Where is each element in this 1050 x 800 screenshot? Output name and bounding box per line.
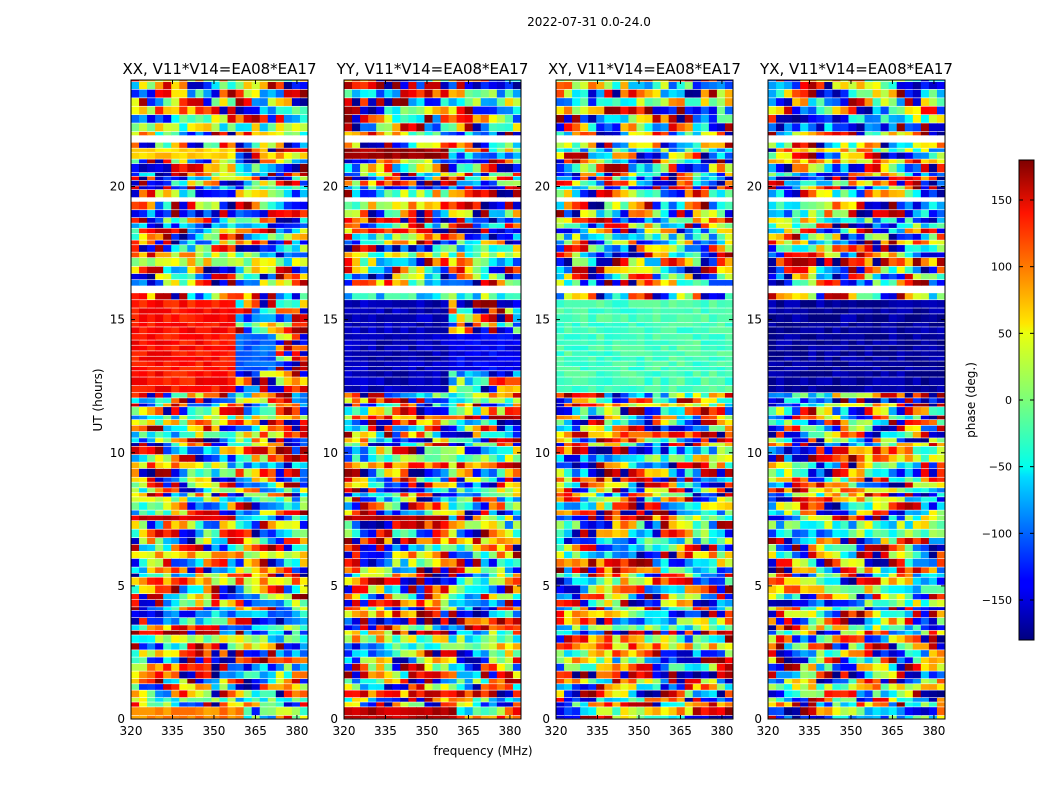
x-tick-label: 350 <box>840 724 863 738</box>
x-tick-label: 365 <box>669 724 692 738</box>
x-tick-label: 380 <box>498 724 521 738</box>
phase-image <box>344 80 521 719</box>
y-tick-label: 5 <box>330 579 338 593</box>
y-tick-label: 15 <box>110 313 125 327</box>
x-tick-label: 320 <box>120 724 143 738</box>
y-tick-label: 5 <box>117 579 125 593</box>
phase-image <box>556 80 733 719</box>
x-tick-label: 335 <box>161 724 184 738</box>
panel-title: XX, V11*V14=EA08*EA17 <box>122 60 316 78</box>
x-tick-label: 380 <box>710 724 733 738</box>
figure-suptitle: 2022-07-31 0.0-24.0 <box>527 15 651 29</box>
y-tick-label: 10 <box>110 446 125 460</box>
x-tick-label: 335 <box>586 724 609 738</box>
y-tick-label: 15 <box>535 313 550 327</box>
panel-frame <box>767 79 946 720</box>
panel-frame <box>130 79 309 720</box>
x-tick-label: 335 <box>798 724 821 738</box>
y-tick-label: 15 <box>323 313 338 327</box>
y-tick-label: 20 <box>747 180 762 194</box>
y-tick-label: 20 <box>323 180 338 194</box>
panel-title: XY, V11*V14=EA08*EA17 <box>548 60 741 78</box>
colorbar-tick-label: 100 <box>991 261 1012 274</box>
y-tick-label: 10 <box>323 446 338 460</box>
y-tick-label: 0 <box>117 712 125 726</box>
x-tick-label: 350 <box>628 724 651 738</box>
x-tick-label: 320 <box>545 724 568 738</box>
y-tick-label: 10 <box>747 446 762 460</box>
y-tick-label: 5 <box>754 579 762 593</box>
panel-2: XY, V11*V14=EA08*EA17 320 335 350 365 380 0 5 10… <box>535 60 741 738</box>
panel-frame <box>343 79 522 720</box>
y-tick-label: 20 <box>535 180 550 194</box>
y-tick-label: 15 <box>747 313 762 327</box>
panel-title: YX, V11*V14=EA08*EA17 <box>759 60 953 78</box>
colorbar-tick-label: 150 <box>991 194 1012 207</box>
colorbar-label: phase (deg.) <box>964 362 978 438</box>
y-tick-label: 0 <box>754 712 762 726</box>
x-tick-label: 320 <box>333 724 356 738</box>
y-tick-label: 0 <box>542 712 550 726</box>
y-tick-label: 10 <box>535 446 550 460</box>
y-tick-label: 0 <box>330 712 338 726</box>
colorbar: 150 100 50 0 −50 −100 −150 <box>982 159 1035 641</box>
y-tick-label: 5 <box>542 579 550 593</box>
phase-image <box>768 80 945 719</box>
x-tick-label: 365 <box>881 724 904 738</box>
colorbar-tick-label: −100 <box>982 527 1012 540</box>
x-tick-label: 335 <box>374 724 397 738</box>
x-tick-label: 350 <box>203 724 226 738</box>
x-axis-label: frequency (MHz) <box>433 744 532 758</box>
y-axis-label: UT (hours) <box>91 368 105 431</box>
colorbar-tick-label: −50 <box>989 461 1012 474</box>
panel-3: YX, V11*V14=EA08*EA17 320 335 350 365 380 0 5 10… <box>747 60 953 738</box>
phase-image <box>131 80 308 719</box>
x-tick-label: 365 <box>457 724 480 738</box>
x-tick-label: 320 <box>757 724 780 738</box>
x-tick-label: 350 <box>416 724 439 738</box>
colorbar-tick-label: −150 <box>982 594 1012 607</box>
colorbar-tick-label: 0 <box>1005 394 1012 407</box>
panel-0: XX, V11*V14=EA08*EA17 320 335 350 365 380 0 5 10… <box>110 60 317 738</box>
panel-frame <box>555 79 734 720</box>
x-tick-label: 380 <box>922 724 945 738</box>
y-tick-label: 20 <box>110 180 125 194</box>
x-tick-label: 365 <box>244 724 267 738</box>
panel-1: YY, V11*V14=EA08*EA17 320 335 350 365 380 0 5 10… <box>323 60 529 738</box>
panels: XX, V11*V14=EA08*EA17 320 335 350 365 380 0 5 10… <box>110 60 953 738</box>
panel-title: YY, V11*V14=EA08*EA17 <box>336 60 529 78</box>
x-tick-label: 380 <box>285 724 308 738</box>
colorbar-tick-label: 50 <box>998 327 1012 340</box>
